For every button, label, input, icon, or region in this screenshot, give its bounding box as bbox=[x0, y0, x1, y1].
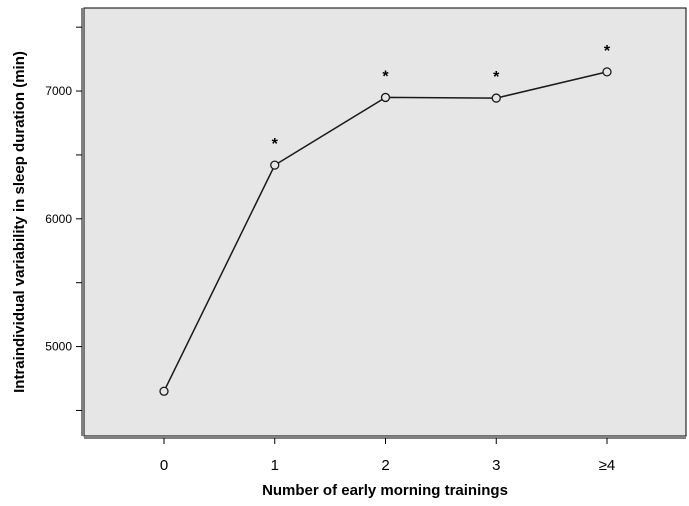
data-point bbox=[270, 160, 280, 170]
significance-marker: * bbox=[493, 69, 500, 86]
data-point bbox=[602, 67, 612, 77]
x-tick-label: 0 bbox=[160, 457, 168, 474]
y-axis-title: Intraindividual variability in sleep dur… bbox=[11, 51, 28, 393]
data-point bbox=[380, 92, 391, 103]
x-tick-label: 2 bbox=[381, 457, 389, 474]
x-tick-label: 3 bbox=[492, 457, 500, 474]
y-tick-label: 7000 bbox=[45, 84, 72, 98]
y-axis-ticks: 5000 6000 7000 bbox=[45, 8, 83, 436]
significance-marker: * bbox=[272, 136, 279, 153]
plot-area bbox=[83, 7, 687, 437]
series-layer bbox=[159, 67, 612, 396]
y-tick-label: 6000 bbox=[45, 212, 72, 226]
y-tick-label: 5000 bbox=[45, 340, 72, 354]
annotation-layer: * * * * bbox=[272, 43, 611, 153]
data-point bbox=[491, 93, 501, 103]
significance-marker: * bbox=[604, 43, 611, 60]
significance-marker: * bbox=[382, 68, 389, 85]
x-axis-ticks: 0 1 2 3 ≥4 bbox=[84, 437, 686, 474]
x-axis-title: Number of early morning trainings bbox=[262, 482, 508, 499]
x-tick-label: ≥4 bbox=[599, 457, 616, 474]
x-tick-label: 1 bbox=[271, 457, 279, 474]
data-point bbox=[159, 386, 169, 396]
